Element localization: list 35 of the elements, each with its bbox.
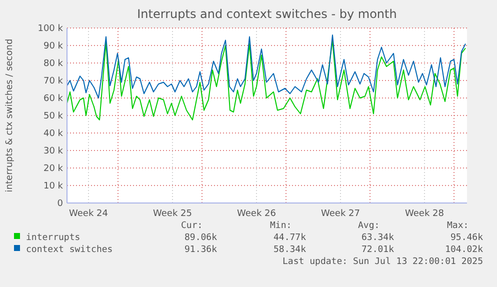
line-series [66,40,466,120]
y-tick-label: 0 [57,199,64,210]
x-tick-label: Week 26 [237,209,276,219]
y-tick-label: 20 k [43,164,64,174]
text: 44.77k [273,233,307,243]
text: Min: [270,221,292,231]
y-tick-label: 40 k [43,129,64,140]
text: 95.46k [450,233,484,243]
y-tick-label: 90 k [43,42,64,52]
x-tick-label: Week 25 [153,209,192,219]
y-tick-label: 10 k [43,182,64,192]
y-tick-label: 50 k [43,112,64,122]
y-tick-label: 100 k [38,24,64,34]
line-series [66,34,466,98]
text: 104.02k [445,245,484,255]
y-tick-label: 60 k [43,94,64,104]
x-tick-label: Week 28 [405,209,444,219]
text: Cur: [181,221,203,231]
text: 63.34k [361,233,395,243]
chart-title: Interrupts and context switches - by month [137,7,397,21]
x-tick-label: Week 27 [321,209,360,219]
legend-label: interrupts [26,233,80,243]
text: Last update: Sun Jul 13 22:00:01 2025 [282,257,483,267]
text: 91.36k [184,245,218,255]
legend-label: context switches [26,245,113,255]
y-tick-label: 80 k [43,59,64,70]
y-tick-label: 30 k [43,146,64,157]
text: 89.06k [184,233,218,243]
text: 72.01k [361,245,395,255]
text: Avg: [358,221,380,231]
x-tick-label: Week 24 [69,209,108,219]
text: 58.34k [273,245,307,255]
y-axis-title: interrupts & ctx switches / second [5,38,15,192]
y-tick-label: 70 k [43,76,64,87]
text: Max: [447,221,469,231]
